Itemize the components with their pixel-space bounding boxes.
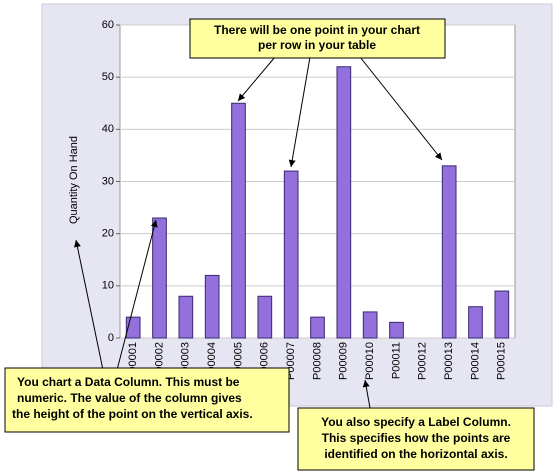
- callout-text: You also specify a Label Column.: [321, 415, 511, 429]
- y-tick-label: 0: [108, 332, 114, 344]
- y-tick-label: 50: [102, 71, 114, 83]
- callout: You chart a Data Column. This must be nu…: [4, 367, 290, 433]
- x-tick-label: P00008: [311, 342, 323, 380]
- callout-text: the height of the point on the vertical …: [12, 407, 253, 421]
- bar: [468, 306, 483, 339]
- bar: [389, 321, 404, 339]
- arrow: [73, 239, 104, 371]
- x-tick-label: P00009: [338, 342, 350, 380]
- callout: There will be one point in your chart pe…: [189, 18, 446, 59]
- y-tick-label: 40: [102, 123, 114, 135]
- bar: [152, 217, 167, 339]
- bar: [257, 295, 273, 339]
- bar: [283, 170, 299, 339]
- bar: [362, 311, 378, 339]
- y-axis-label: Quantity On Hand: [68, 136, 80, 224]
- bar: [441, 165, 457, 339]
- callout-box: [4, 367, 290, 433]
- x-tick-label: P00014: [469, 342, 481, 380]
- y-tick-label: 60: [102, 19, 114, 31]
- bar: [336, 66, 352, 339]
- arrow: [359, 56, 443, 161]
- arrow: [288, 56, 311, 168]
- callout-box: [189, 18, 446, 59]
- arrows: [73, 56, 443, 409]
- callout-text: identified on the horizontal axis.: [324, 447, 507, 461]
- callout-box: [297, 407, 535, 471]
- callout-text: numeric. The value of the column gives: [17, 391, 242, 405]
- callout: You also specify a Label Column. This sp…: [297, 407, 535, 471]
- callout-text: per row in your table: [258, 38, 376, 52]
- y-tick-label: 30: [102, 175, 114, 187]
- bar: [494, 290, 510, 339]
- bar: [178, 295, 194, 339]
- bar: [310, 316, 325, 339]
- x-tick-label: P00011: [390, 342, 402, 379]
- callout-text: There will be one point in your chart: [214, 23, 420, 37]
- bar: [231, 102, 246, 339]
- callout-text: You chart a Data Column. This must be: [17, 375, 240, 389]
- bar: [204, 274, 220, 339]
- arrow: [237, 56, 276, 102]
- x-tick-label: P00010: [364, 342, 376, 380]
- arrow: [116, 219, 158, 371]
- x-tick-label: P00015: [496, 342, 508, 380]
- y-tick-label: 20: [102, 228, 114, 240]
- arrow: [362, 379, 371, 409]
- x-tick-label: P00013: [443, 342, 455, 380]
- x-tick-label: P00012: [417, 342, 429, 380]
- y-tick-label: 10: [102, 280, 114, 292]
- callout-text: This specifies how the points are: [322, 431, 511, 445]
